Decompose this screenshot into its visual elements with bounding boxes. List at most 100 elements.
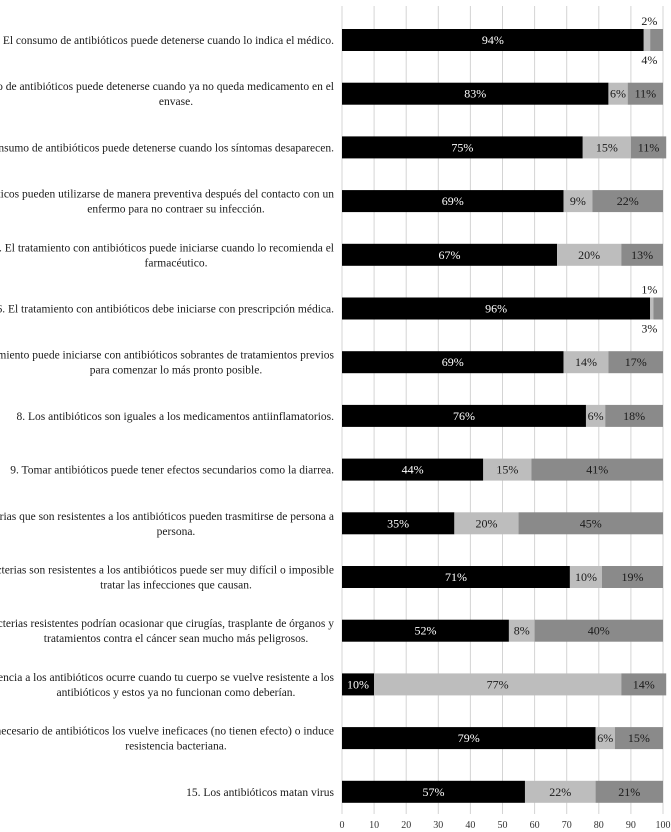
bar-segment (342, 512, 455, 535)
bar-segment (508, 619, 535, 642)
value-label: 69% (442, 355, 464, 369)
category-label: 14. El uso innecesario de antibióticos l… (0, 726, 334, 738)
value-label: 76% (453, 409, 475, 423)
bar-segment (595, 780, 663, 803)
value-label: 15% (628, 731, 650, 745)
bar-segment (605, 404, 663, 427)
category-label: 8. Los antibióticos son iguales a los me… (17, 411, 335, 423)
bar-segment (342, 29, 644, 51)
value-label: 69% (442, 194, 464, 208)
x-tick-label: 50 (498, 820, 508, 831)
value-label: 52% (414, 624, 436, 638)
value-label: 8% (514, 624, 530, 638)
bar-segment (534, 619, 663, 642)
value-label: 41% (586, 463, 608, 477)
bar-segment (592, 190, 663, 213)
value-label: 11% (638, 140, 660, 154)
bar-segment (342, 351, 564, 374)
bar-segment (531, 458, 663, 481)
value-label: 40% (588, 624, 610, 638)
bar-segment (342, 566, 570, 588)
category-label: 4. Los antibióticos pueden utilizarse de… (0, 189, 334, 201)
bar-segment (630, 136, 667, 159)
value-label: 6% (597, 731, 613, 745)
bar-segment (585, 404, 606, 427)
bar-segment (342, 727, 596, 750)
bar-segment (374, 673, 622, 696)
value-label: 6% (588, 409, 604, 423)
value-label: 44% (402, 463, 424, 477)
bar-segment (342, 297, 651, 320)
category-label: tratar las infecciones que causan. (100, 580, 252, 592)
value-label: 2% (641, 14, 657, 28)
category-label: 10. Las bacterias que son resistentes a … (0, 511, 334, 523)
bar-segment (595, 727, 615, 750)
category-label: enfermo para no contraer su infección. (87, 204, 265, 216)
category-label: 9. Tomar antibióticos puede tener efecto… (10, 465, 334, 477)
value-label: 1% (641, 283, 657, 297)
x-tick-label: 100 (656, 820, 671, 831)
category-label: antibióticos y estos ya no funcionan com… (57, 687, 296, 699)
bar-segment (342, 673, 375, 696)
bar-segment (569, 566, 603, 588)
bar-segment (650, 29, 663, 51)
value-label: 15% (496, 463, 518, 477)
bar-segment (621, 673, 667, 696)
bar-segment (650, 297, 654, 320)
value-label: 94% (482, 33, 504, 47)
value-label: 79% (458, 731, 480, 745)
value-label: 96% (485, 302, 507, 316)
category-label: para comenzar lo más pronto posible. (90, 365, 263, 377)
bar-segment (342, 243, 558, 266)
value-label: 77% (487, 677, 509, 691)
value-label: 83% (464, 87, 486, 101)
value-label: 17% (625, 355, 647, 369)
bar-segment (342, 458, 484, 481)
category-label: 2. El consumo de antibióticos puede dete… (0, 81, 334, 93)
value-label: 6% (610, 87, 626, 101)
value-label: 19% (622, 570, 644, 584)
bar-segment (342, 136, 583, 159)
x-axis-ticks: 0 10 20 30 40 50 60 70 80 90 100 (340, 820, 671, 831)
x-tick-label: 90 (626, 820, 636, 831)
value-label: 20% (475, 516, 497, 530)
x-tick-label: 80 (594, 820, 604, 831)
bar-segment (627, 82, 663, 105)
x-tick-label: 70 (562, 820, 572, 831)
bar-segment (653, 297, 663, 320)
x-tick-label: 20 (401, 820, 411, 831)
bar-segment (602, 566, 663, 588)
value-label: 45% (580, 516, 602, 530)
bars (342, 29, 667, 803)
category-label: 15. Los antibióticos matan virus (186, 787, 334, 799)
category-label: persona. (157, 526, 196, 538)
bar-segment (557, 243, 622, 266)
category-label: 12. Las bacterias resistentes podrían oc… (0, 618, 334, 630)
bar-segment (342, 82, 609, 105)
x-tick-label: 0 (340, 820, 345, 831)
value-label: 14% (575, 355, 597, 369)
category-label: 6. El tratamiento con antibióticos debe … (0, 304, 334, 316)
value-label: 75% (451, 140, 473, 154)
bar-segment (483, 458, 532, 481)
bar-segment (621, 243, 663, 266)
value-label: 4% (641, 53, 657, 67)
bar-segment (518, 512, 663, 535)
value-label: 22% (549, 785, 571, 799)
bar-segment (614, 727, 663, 750)
value-label: 67% (439, 248, 461, 262)
value-label: 14% (633, 677, 655, 691)
category-label: 1. El consumo de antibióticos puede dete… (0, 35, 334, 47)
x-tick-label: 40 (465, 820, 475, 831)
value-label: 11% (635, 87, 657, 101)
value-label: 21% (618, 785, 640, 799)
value-label: 10% (347, 677, 369, 691)
value-label: 15% (596, 140, 618, 154)
category-label: 3. El consumo de antibióticos puede dete… (0, 142, 334, 154)
value-label: 10% (575, 570, 597, 584)
bar-segment (342, 190, 564, 213)
category-label: 5. El tratamiento con antibióticos puede… (0, 242, 334, 254)
category-label: farmacéutico. (145, 257, 208, 269)
value-label: 35% (387, 516, 409, 530)
bar-segment (454, 512, 519, 535)
